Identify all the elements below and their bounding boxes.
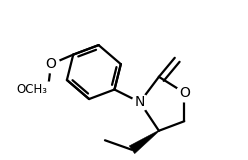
Polygon shape bbox=[129, 130, 159, 154]
Text: O: O bbox=[179, 86, 190, 100]
Text: O: O bbox=[46, 57, 57, 71]
Text: N: N bbox=[135, 95, 145, 109]
Text: OCH₃: OCH₃ bbox=[17, 83, 48, 96]
